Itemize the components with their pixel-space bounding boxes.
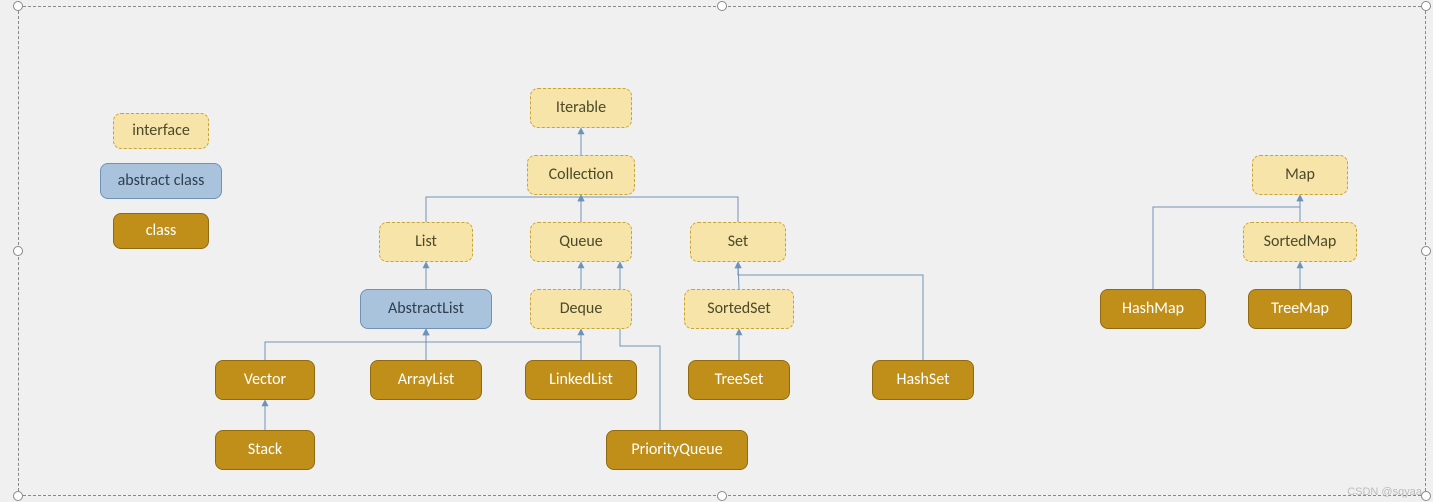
legend-class-label: class <box>146 222 177 240</box>
selection-handle <box>13 491 23 501</box>
node-vector: Vector <box>215 360 315 400</box>
edge <box>426 329 581 360</box>
node-deque: Deque <box>530 289 632 329</box>
selection-handle <box>717 1 727 11</box>
edge <box>581 195 738 222</box>
node-map: Map <box>1252 155 1348 195</box>
selection-handle <box>1421 246 1431 256</box>
legend-class: class <box>113 213 209 249</box>
node-treeset: TreeSet <box>688 360 790 400</box>
selection-handle <box>1421 1 1431 11</box>
edge <box>265 329 426 360</box>
legend-interface-label: interface <box>132 122 190 140</box>
selection-handle <box>13 246 23 256</box>
node-hashmap: HashMap <box>1100 289 1206 329</box>
node-linkedlist: LinkedList <box>525 360 637 400</box>
node-list: List <box>379 222 473 262</box>
legend-abstract: abstract class <box>100 163 222 199</box>
node-sortedmap: SortedMap <box>1243 222 1357 262</box>
node-treemap: TreeMap <box>1248 289 1352 329</box>
edge <box>426 195 581 222</box>
node-abstractlist: AbstractList <box>360 289 492 329</box>
selection-handle <box>717 491 727 501</box>
edge <box>620 262 660 430</box>
node-hashset: HashSet <box>872 360 974 400</box>
node-priorityqueue: PriorityQueue <box>606 430 748 470</box>
node-queue: Queue <box>530 222 632 262</box>
node-set: Set <box>690 222 786 262</box>
node-iterable: Iterable <box>530 88 632 128</box>
node-arraylist: ArrayList <box>370 360 482 400</box>
legend-abstract-label: abstract class <box>118 172 205 190</box>
selection-handle <box>13 1 23 11</box>
edge <box>738 262 739 289</box>
watermark: CSDN @sqyaa. <box>1347 486 1425 498</box>
node-collection: Collection <box>527 155 635 195</box>
node-sortedset: SortedSet <box>684 289 794 329</box>
legend-interface: interface <box>113 113 209 149</box>
node-stack: Stack <box>215 430 315 470</box>
